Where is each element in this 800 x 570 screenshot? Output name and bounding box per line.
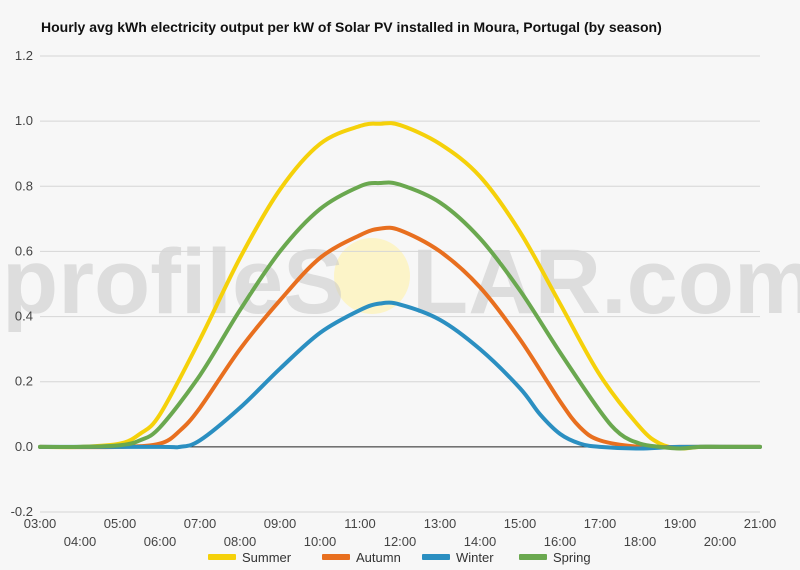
- x-tick-label: 10:00: [304, 534, 337, 549]
- legend-item-autumn[interactable]: Autumn: [322, 550, 401, 565]
- x-tick-label: 04:00: [64, 534, 97, 549]
- x-tick-label: 05:00: [104, 516, 137, 531]
- x-tick-label: 14:00: [464, 534, 497, 549]
- y-tick-label: 0.8: [15, 178, 33, 193]
- legend-swatch: [519, 554, 547, 560]
- x-tick-label: 07:00: [184, 516, 217, 531]
- legend-item-spring[interactable]: Spring: [519, 550, 591, 565]
- y-tick-label: 1.2: [15, 48, 33, 63]
- y-tick-label: 0.4: [15, 309, 33, 324]
- watermark-right: LAR.com: [412, 231, 800, 333]
- x-tick-label: 15:00: [504, 516, 537, 531]
- watermark: profileS LAR.com: [2, 231, 800, 333]
- legend-item-winter[interactable]: Winter: [422, 550, 494, 565]
- series-line-summer: [38, 121, 762, 451]
- x-axis: 03:00 04:00 05:00 06:00 07:00 08:00 09:00 10:00…: [24, 516, 777, 549]
- grid: [40, 55, 760, 513]
- x-tick-label: 12:00: [384, 534, 417, 549]
- y-axis: 1.2 1.0 0.8 0.6 0.4 0.2 0.0 -0.2: [11, 48, 33, 519]
- sun-logo-icon: [334, 238, 410, 314]
- x-tick-label: 13:00: [424, 516, 457, 531]
- legend-label: Autumn: [356, 550, 401, 565]
- x-tick-label: 06:00: [144, 534, 177, 549]
- legend-swatch: [422, 554, 450, 560]
- x-tick-label: 20:00: [704, 534, 737, 549]
- y-tick-label: 0.0: [15, 439, 33, 454]
- x-tick-label: 08:00: [224, 534, 257, 549]
- chart-title: Hourly avg kWh electricity output per kW…: [41, 19, 662, 35]
- series-line-winter: [38, 300, 762, 451]
- legend-item-summer[interactable]: Summer: [208, 550, 292, 565]
- y-tick-label: 1.0: [15, 113, 33, 128]
- x-tick-label: 11:00: [344, 516, 376, 531]
- x-tick-label: 21:00: [744, 516, 777, 531]
- legend-swatch: [322, 554, 350, 560]
- legend-label: Summer: [242, 550, 292, 565]
- watermark-left: profileS: [2, 231, 344, 333]
- x-tick-label: 19:00: [664, 516, 697, 531]
- series-line-autumn: [38, 225, 762, 450]
- x-tick-label: 18:00: [624, 534, 657, 549]
- y-tick-label: 0.6: [15, 243, 33, 258]
- series-line-spring: [38, 180, 762, 451]
- legend-swatch: [208, 554, 236, 560]
- legend-label: Winter: [456, 550, 494, 565]
- x-tick-label: 17:00: [584, 516, 617, 531]
- y-tick-label: 0.2: [15, 374, 33, 389]
- legend[interactable]: Summer Autumn Winter Spring: [208, 550, 591, 565]
- legend-label: Spring: [553, 550, 591, 565]
- x-tick-label: 09:00: [264, 516, 297, 531]
- x-tick-label: 03:00: [24, 516, 57, 531]
- y-tick-label: -0.2: [11, 504, 33, 519]
- x-tick-label: 16:00: [544, 534, 577, 549]
- series-group: [38, 121, 762, 451]
